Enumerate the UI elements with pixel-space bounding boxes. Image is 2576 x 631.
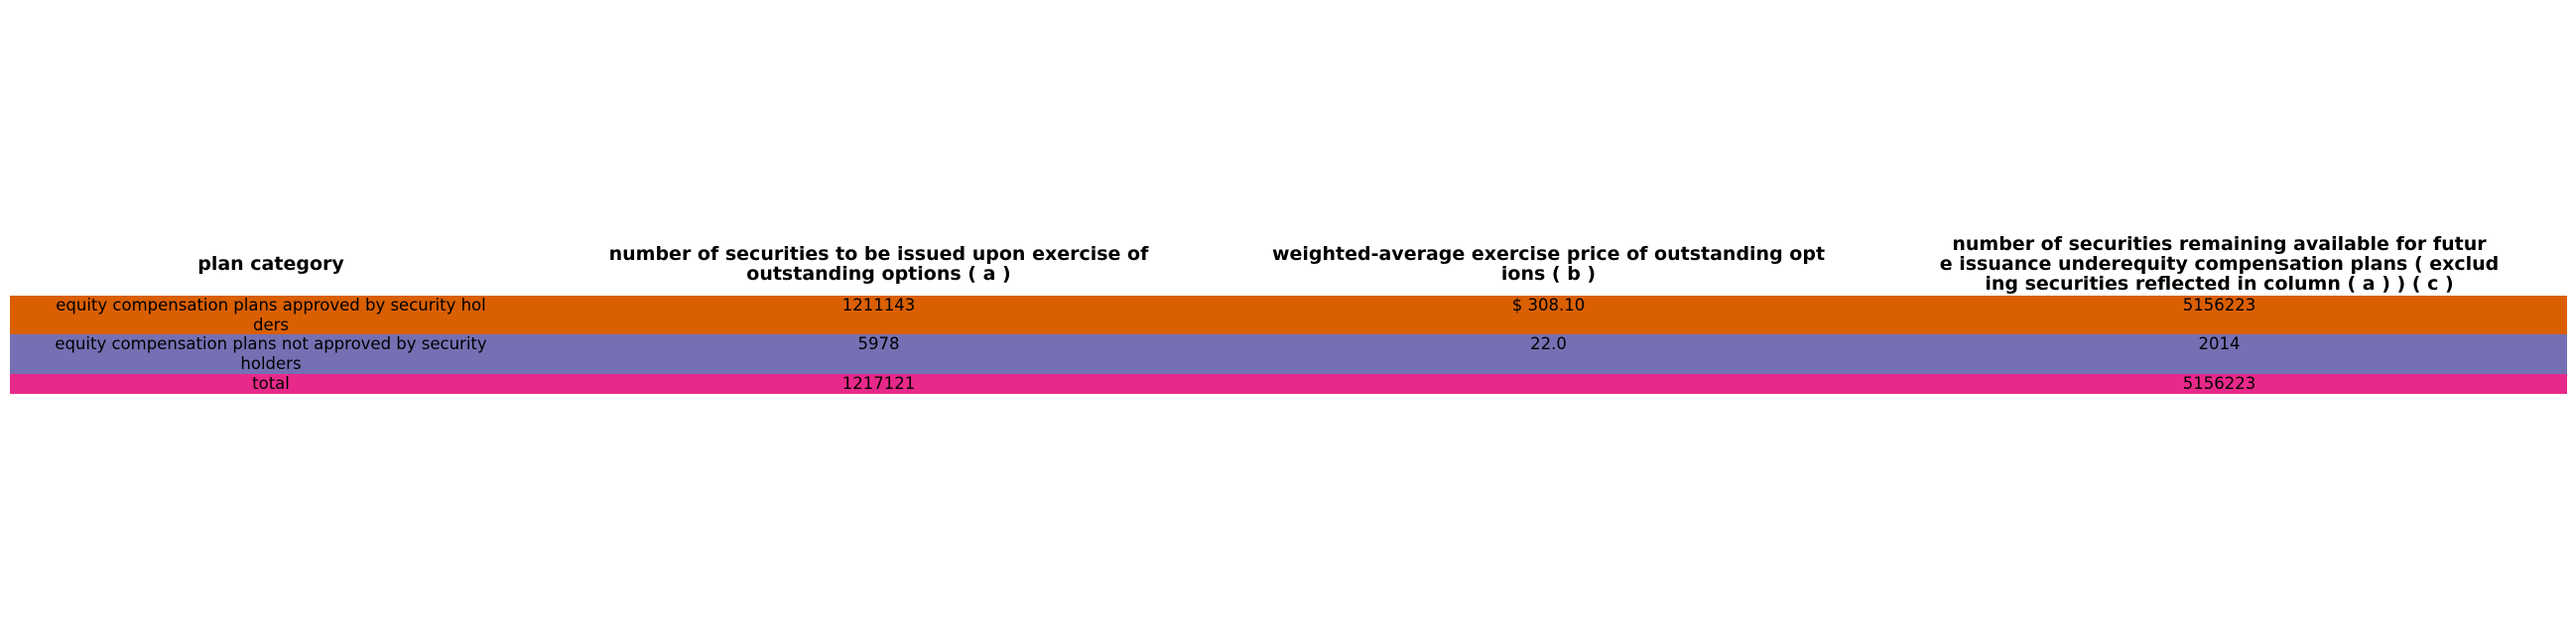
cell-plan-category: equity compensation plans approved by se…	[56, 296, 486, 334]
cell-plan-category: total	[252, 374, 290, 393]
header-weighted-average-price: weighted-average exercise price of outst…	[1271, 243, 1826, 285]
table-row: equity compensation plans approved by se…	[10, 296, 2567, 334]
cell-securities-to-be-issued: 1211143	[841, 296, 916, 315]
cell-securities-to-be-issued: 5978	[857, 334, 900, 353]
header-plan-category: plan category	[197, 253, 344, 275]
cell-securities-remaining: 5156223	[2182, 296, 2256, 315]
data-table: plan category number of securities to be …	[10, 0, 2567, 631]
header-securities-to-be-issued: number of securities to be issued upon e…	[608, 243, 1149, 285]
table-row: equity compensation plans not approved b…	[10, 334, 2567, 374]
cell-securities-remaining: 5156223	[2182, 374, 2256, 393]
table-row: total 1217121 5156223	[10, 374, 2567, 394]
cell-securities-remaining: 2014	[2198, 334, 2241, 353]
cell-weighted-average-price: $ 308.10	[1511, 296, 1586, 315]
cell-weighted-average-price: 22.0	[1530, 334, 1567, 353]
cell-securities-to-be-issued: 1217121	[841, 374, 916, 393]
header-securities-remaining: number of securities remaining available…	[1939, 233, 2500, 295]
cell-plan-category: equity compensation plans not approved b…	[55, 334, 487, 373]
